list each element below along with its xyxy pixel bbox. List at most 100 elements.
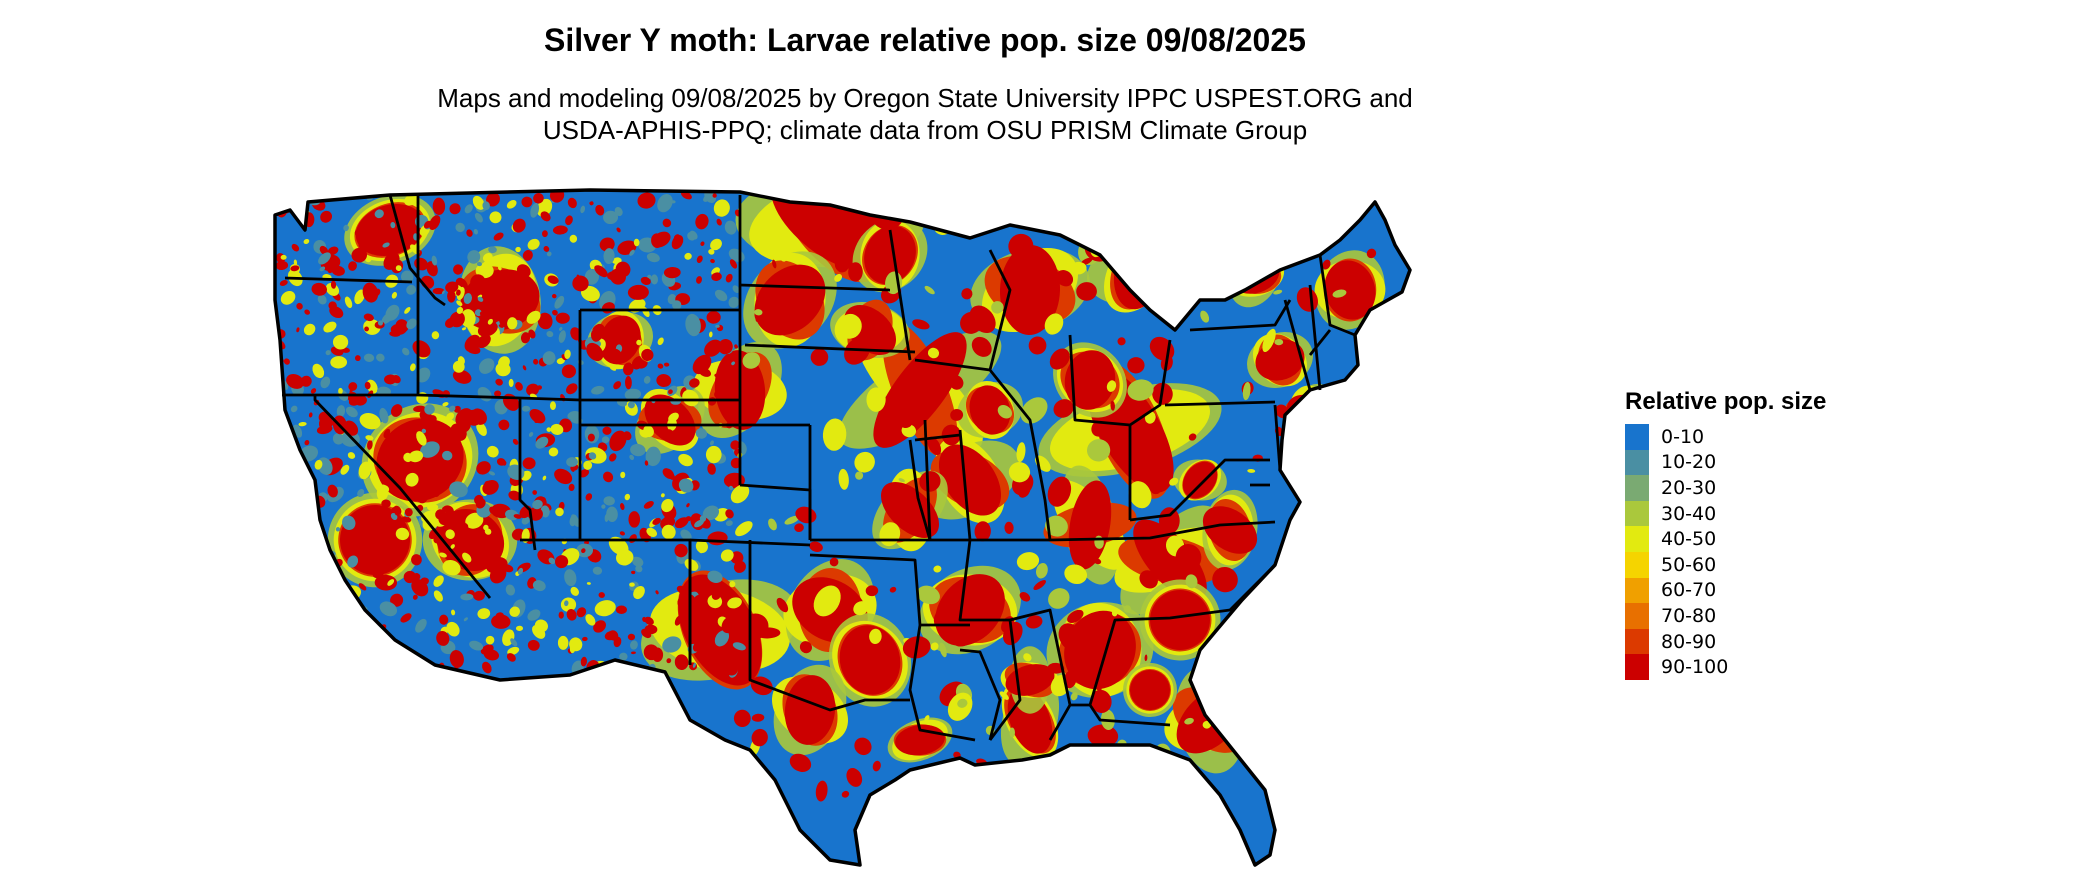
hotspot xyxy=(449,203,461,215)
hotspot xyxy=(488,471,496,476)
hotspot xyxy=(666,658,672,664)
hotspot xyxy=(507,317,518,330)
hotspot xyxy=(445,318,456,328)
hotspot xyxy=(789,753,812,772)
hotspot xyxy=(1293,215,1300,219)
hotspot xyxy=(652,517,661,526)
hotspot xyxy=(387,526,398,540)
hotspot xyxy=(412,594,418,600)
hotspot xyxy=(643,425,654,438)
hotspot xyxy=(483,536,494,547)
hotspot xyxy=(345,406,358,418)
hotspot xyxy=(727,597,742,609)
hotspot xyxy=(610,348,622,357)
hotspot xyxy=(999,812,1010,824)
hotspot xyxy=(583,460,593,470)
hotspot xyxy=(456,300,463,307)
hotspot xyxy=(592,566,603,575)
hotspot xyxy=(364,381,371,390)
hotspot xyxy=(275,595,288,605)
hotspot xyxy=(705,445,722,464)
hotspot xyxy=(595,204,605,216)
hotspot xyxy=(330,280,337,289)
hotspot xyxy=(680,529,692,541)
hotspot xyxy=(1055,270,1074,287)
hotspot xyxy=(656,616,670,631)
hotspot xyxy=(720,549,734,562)
hotspot xyxy=(508,490,521,501)
hotspot xyxy=(431,255,438,266)
hotspot xyxy=(433,575,444,587)
hotspot xyxy=(838,468,849,490)
hotspot xyxy=(561,364,576,379)
hotspot xyxy=(674,654,689,671)
hotspot xyxy=(674,517,689,529)
hotspot xyxy=(362,282,379,303)
hotspot xyxy=(411,486,422,497)
hotspot xyxy=(643,376,651,384)
legend-item: 60-70 xyxy=(1625,577,1826,604)
hotspot xyxy=(624,388,642,401)
hotspot xyxy=(515,625,524,631)
hotspot xyxy=(522,250,533,261)
legend-label: 70-80 xyxy=(1661,604,1717,627)
hotspot xyxy=(1164,239,1178,257)
hotspot xyxy=(476,421,487,436)
hotspot xyxy=(466,229,473,237)
legend-swatch xyxy=(1625,500,1649,527)
hotspot xyxy=(1033,580,1046,591)
legend-item: 70-80 xyxy=(1625,603,1826,629)
hotspot xyxy=(317,294,327,305)
hotspot xyxy=(381,311,394,324)
hotspot xyxy=(969,385,1011,435)
hotspot xyxy=(700,241,705,246)
hotspot xyxy=(735,521,753,537)
hotspot xyxy=(439,552,447,558)
hotspot xyxy=(692,641,702,652)
hotspot xyxy=(1036,562,1048,579)
hotspot xyxy=(754,309,763,316)
hotspot xyxy=(710,259,715,264)
hotspot xyxy=(408,450,424,463)
hotspot xyxy=(402,347,410,356)
hotspot xyxy=(1202,506,1258,554)
hotspot xyxy=(409,363,416,372)
hotspot xyxy=(455,408,473,427)
hotspot xyxy=(315,241,320,245)
hotspot xyxy=(684,252,692,260)
hotspot xyxy=(644,460,649,466)
hotspot xyxy=(1293,832,1310,847)
hotspot xyxy=(582,636,588,642)
hotspot xyxy=(1132,212,1145,229)
hotspot xyxy=(302,537,311,546)
hotspot xyxy=(558,611,564,619)
hotspot xyxy=(363,313,374,322)
hotspot xyxy=(1110,400,1115,411)
legend-item: 30-40 xyxy=(1625,500,1826,527)
hotspot xyxy=(1365,725,1389,741)
hotspot xyxy=(729,410,740,422)
hotspot xyxy=(631,570,636,575)
hotspot xyxy=(467,250,481,264)
hotspot xyxy=(657,193,673,213)
hotspot xyxy=(482,479,499,495)
hotspot xyxy=(304,309,310,315)
hotspot xyxy=(453,405,461,413)
hotspot xyxy=(487,318,493,325)
subtitle-line-1: Maps and modeling 09/08/2025 by Oregon S… xyxy=(437,83,1413,113)
hotspot xyxy=(429,215,441,230)
hotspot xyxy=(1101,235,1122,254)
hotspot xyxy=(493,232,504,241)
hotspot xyxy=(620,471,626,479)
hotspot xyxy=(1070,261,1087,275)
hotspot xyxy=(1297,767,1308,778)
hotspot xyxy=(569,514,578,527)
hotspot xyxy=(400,660,405,667)
hotspot xyxy=(380,485,390,494)
hotspot xyxy=(999,691,1009,700)
hotspot xyxy=(275,260,289,271)
hotspot xyxy=(694,594,706,604)
hotspot xyxy=(1273,771,1293,788)
hotspot xyxy=(522,457,536,470)
hotspot xyxy=(549,401,556,411)
